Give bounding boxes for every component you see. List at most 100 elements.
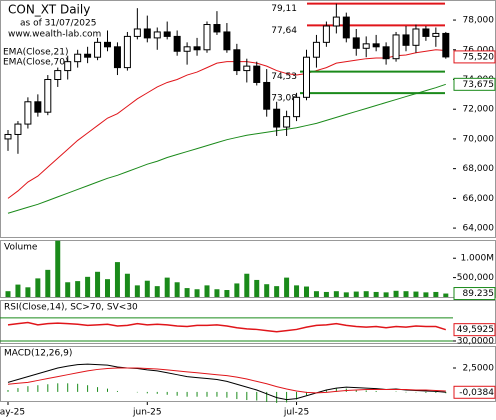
volume-bar — [164, 277, 170, 297]
candle-body — [263, 81, 271, 110]
candle-body — [163, 31, 171, 37]
volume-bar — [114, 262, 120, 297]
candle-body — [153, 31, 161, 39]
candle-body — [203, 24, 211, 51]
volume-bar — [423, 292, 429, 297]
candle-body — [143, 28, 151, 39]
candle-body — [362, 43, 370, 49]
last-value-box — [453, 50, 496, 64]
ema-line — [7, 49, 446, 199]
y-tick-label: 1.000M — [460, 254, 494, 264]
y-tick-label: 70,000 — [463, 134, 495, 144]
candle-body — [213, 24, 221, 33]
subtitle: as of 31/07/2025 — [20, 19, 96, 29]
volume-bar — [15, 284, 21, 297]
panel-title: MACD(12,26,9) — [4, 349, 72, 359]
panel-title: Volume — [4, 243, 38, 253]
volume-bar — [413, 291, 419, 297]
candle-body — [94, 41, 102, 58]
candle-body — [64, 61, 72, 72]
candle-body — [104, 41, 111, 48]
volume-bar — [403, 291, 409, 297]
candle-body — [372, 43, 380, 48]
x-tick-label: may-25 — [0, 408, 25, 418]
volume-bar — [313, 291, 319, 297]
candle-body — [183, 46, 191, 52]
candle-body — [4, 133, 12, 140]
volume-bar — [224, 290, 230, 297]
level-label: 73,08 — [271, 94, 297, 104]
candle-body — [402, 34, 410, 46]
volume-bar — [184, 288, 190, 297]
volume-bar — [294, 285, 300, 297]
candle-body — [24, 101, 32, 125]
volume-bar — [75, 281, 81, 297]
volume-bar — [174, 282, 180, 297]
last-value-label: 89.235 — [463, 289, 495, 299]
candle-body — [14, 123, 22, 135]
candle-body — [442, 32, 450, 58]
y-tick-label: 78,000 — [463, 16, 495, 26]
volume-bar — [383, 292, 389, 297]
volume-bar — [134, 285, 140, 297]
y-tick-label: 30,0000 — [457, 336, 494, 346]
x-tick-label: jul-25 — [283, 408, 309, 418]
candle-body — [283, 116, 291, 128]
y-tick-label: 66,000 — [463, 194, 495, 204]
volume-bar — [264, 284, 270, 297]
candle-body — [312, 41, 320, 58]
candle-body — [133, 28, 141, 37]
last-value-label: 75,520 — [463, 52, 495, 62]
volume-bar — [244, 273, 250, 297]
level-label: 74,53 — [271, 72, 297, 82]
candle-body — [173, 35, 181, 52]
last-value-label: 73,675 — [463, 80, 495, 90]
chart-title: CON_XT Daily — [8, 3, 90, 17]
volume-bar — [45, 269, 51, 297]
last-value-box — [453, 287, 496, 301]
volume-bar — [194, 289, 200, 297]
y-tick-label: 68,000 — [463, 164, 495, 174]
volume-bar — [373, 291, 379, 297]
volume-bar — [323, 291, 329, 297]
macd-line — [7, 363, 446, 401]
volume-bar — [214, 289, 220, 297]
candle-body — [332, 16, 340, 27]
y-tick-label: 500,000 — [457, 273, 494, 283]
candle-body — [233, 49, 241, 72]
candle-body — [54, 70, 62, 80]
volume-bar — [204, 285, 210, 297]
y-tick-label: 2,5000 — [463, 364, 495, 374]
volume-bar — [363, 291, 369, 297]
volume-bar — [343, 292, 349, 297]
panel-title: RSI(Close,14), SC>70, SV<30 — [4, 303, 138, 313]
candle-body — [322, 25, 330, 43]
volume-bar — [25, 287, 31, 297]
volume-bar — [333, 291, 339, 297]
candle-body — [123, 35, 131, 69]
y-tick-label: 64,000 — [463, 224, 495, 234]
volume-bar — [95, 271, 101, 297]
legend-entry: EMA(Close,70) — [3, 58, 68, 68]
candle-body — [44, 78, 52, 113]
last-value-box — [453, 323, 496, 337]
ema-line — [7, 83, 446, 214]
rsi-line — [7, 321, 447, 333]
candle-body — [243, 65, 251, 72]
candle-body — [113, 46, 121, 69]
candle-body — [352, 37, 360, 49]
level-label: 79,11 — [271, 4, 297, 14]
candle-body — [74, 53, 82, 63]
candle-body — [422, 28, 430, 37]
volume-bar — [254, 279, 260, 297]
volume-bar — [443, 293, 449, 297]
volume-bar — [144, 280, 150, 297]
candle-body — [342, 16, 350, 39]
volume-bar — [234, 283, 240, 297]
volume-bar — [124, 273, 130, 297]
candle-body — [84, 53, 92, 58]
volume-bar — [284, 277, 290, 297]
volume-bar — [5, 291, 11, 297]
candle-body — [382, 46, 390, 60]
